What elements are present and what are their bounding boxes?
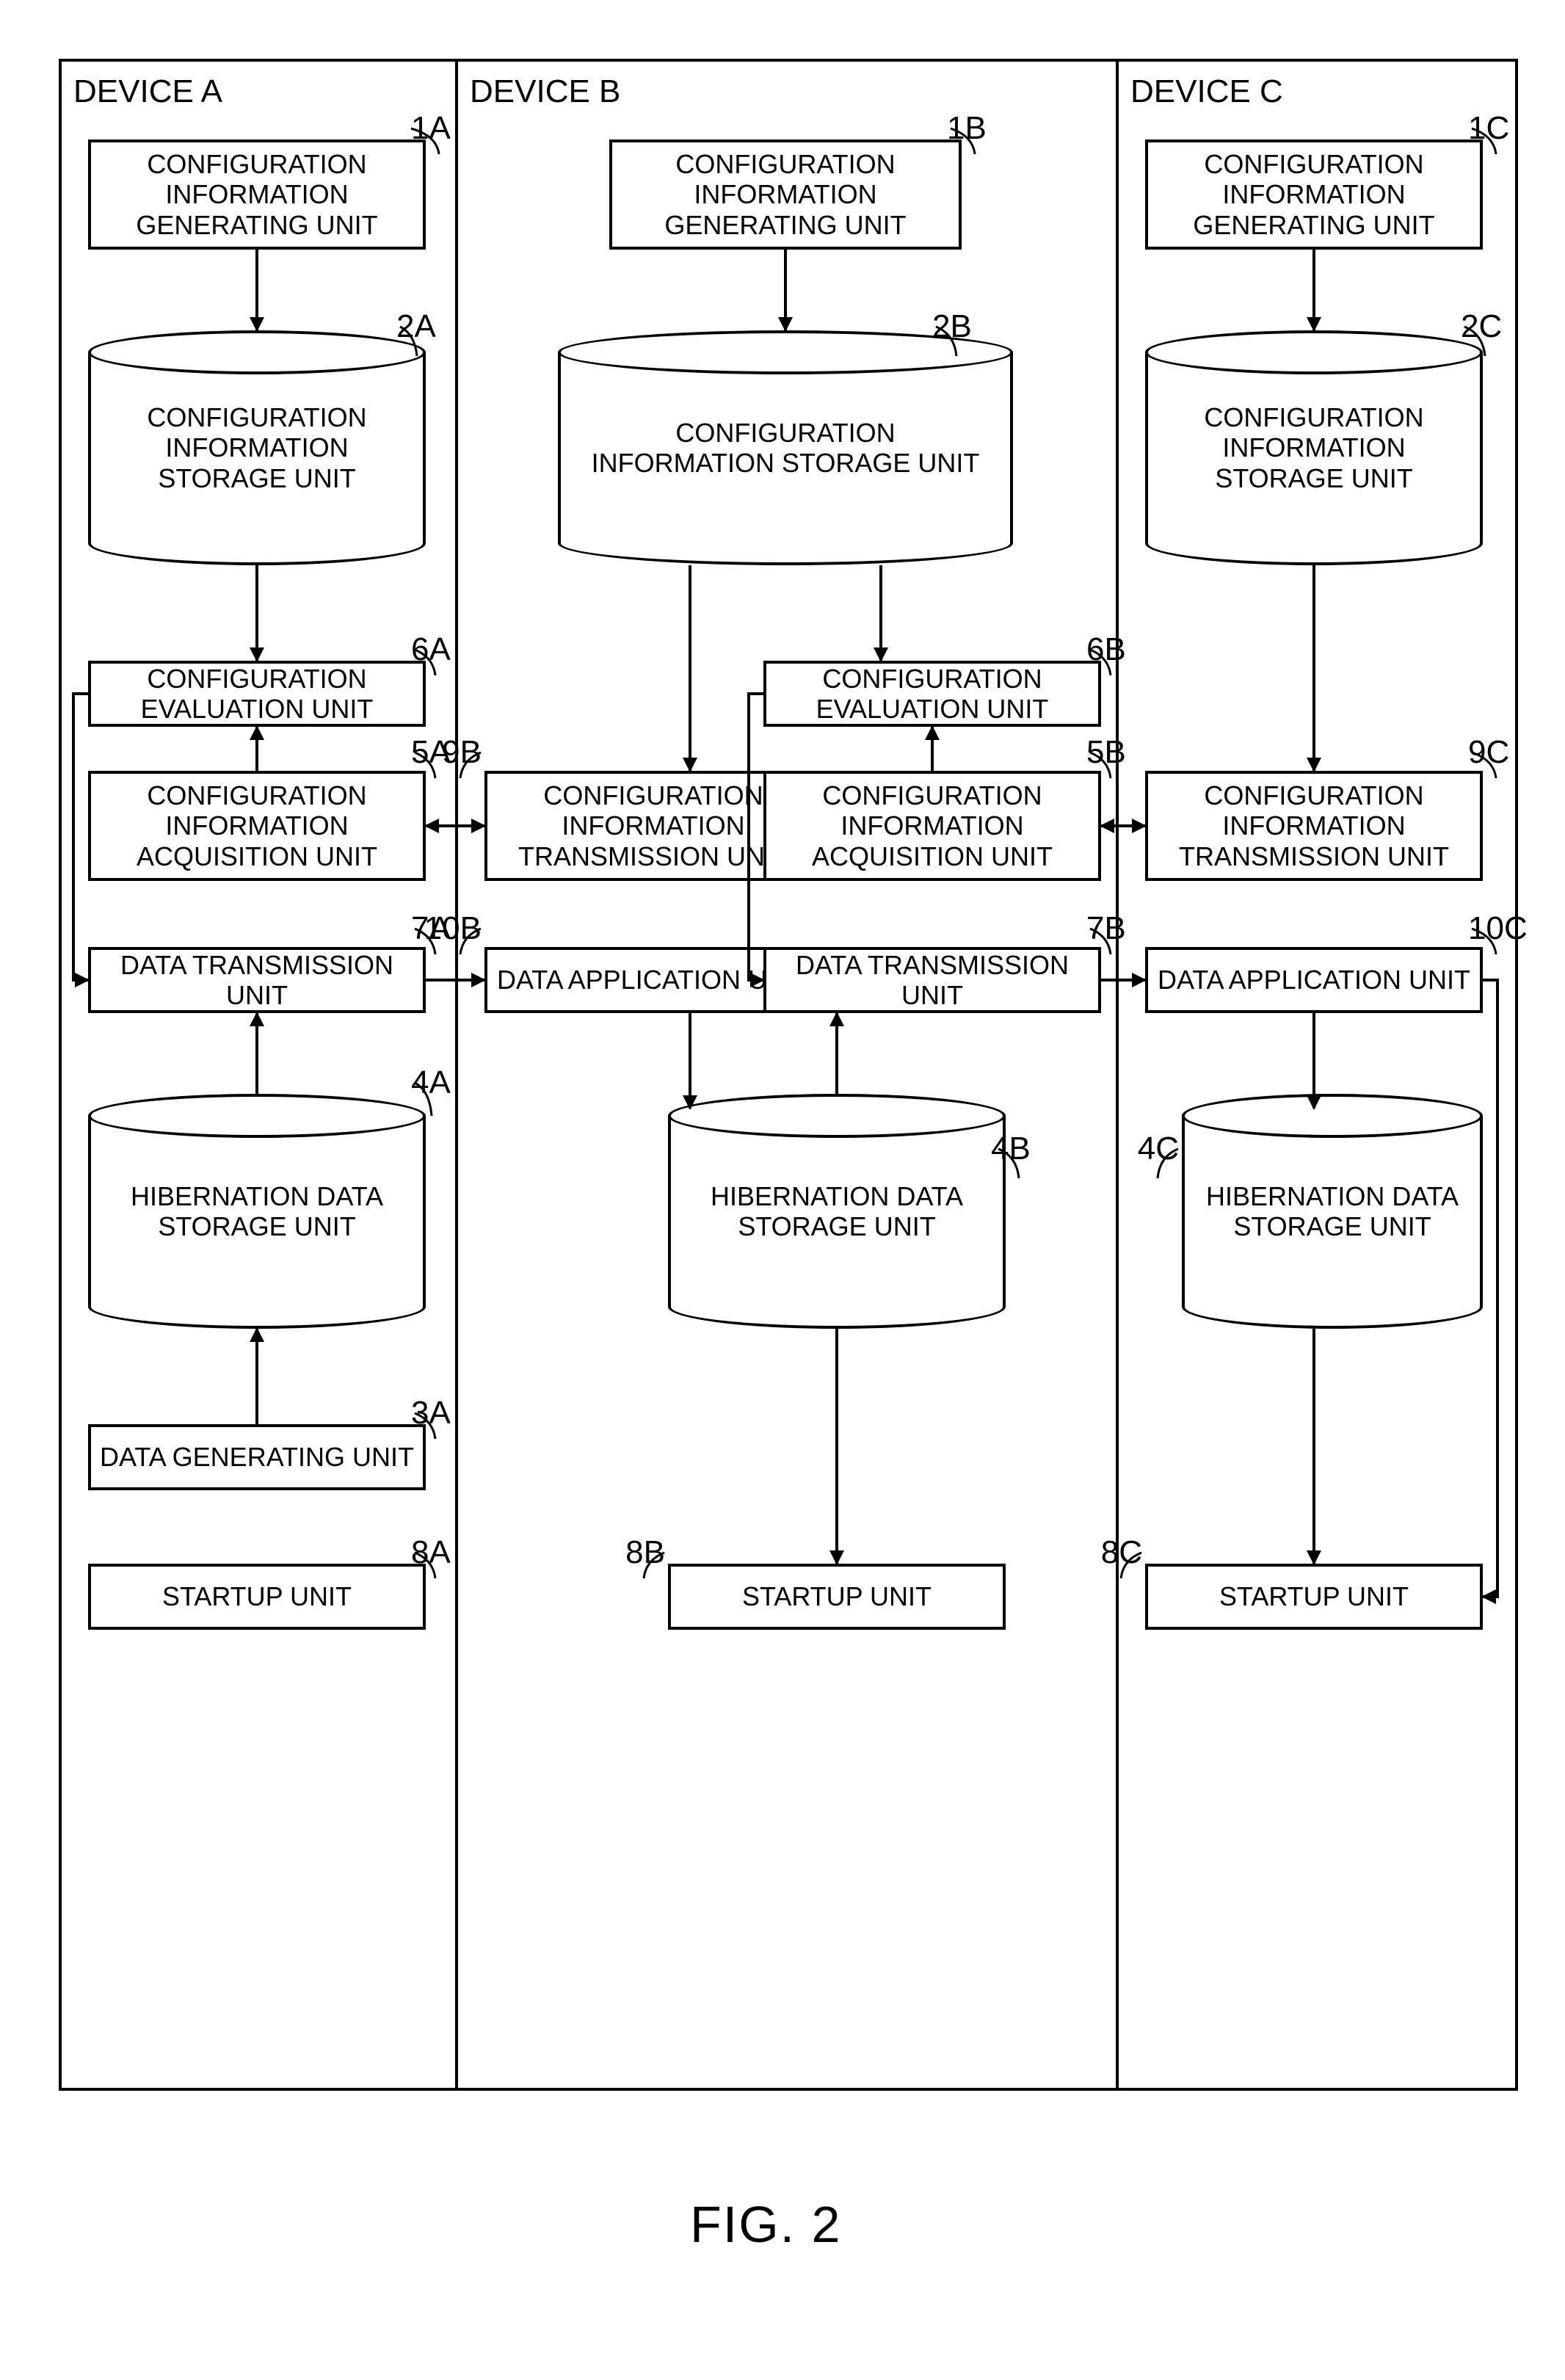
cylinder-label-a4: HIBERNATION DATASTORAGE UNIT xyxy=(88,1116,426,1307)
figure-label: FIG. 2 xyxy=(690,2195,841,2254)
ref-c1: 1C xyxy=(1468,110,1509,147)
ref-b4: 4B xyxy=(991,1131,1031,1167)
cylinder-label-b2: CONFIGURATIONINFORMATION STORAGE UNIT xyxy=(558,352,1013,543)
ref-a6: 6A xyxy=(411,631,451,668)
block-c8: STARTUP UNIT xyxy=(1145,1564,1483,1630)
ref-a4: 4A xyxy=(411,1064,451,1101)
block-c1: CONFIGURATION INFORMATIONGENERATING UNIT xyxy=(1145,139,1483,250)
block-b5: CONFIGURATION INFORMATIONACQUISITION UNI… xyxy=(763,771,1101,881)
block-a8: STARTUP UNIT xyxy=(88,1564,426,1630)
cylinder-a2: CONFIGURATIONINFORMATION STORAGE UNIT xyxy=(88,330,426,565)
ref-c4: 4C xyxy=(1138,1131,1179,1167)
block-a5: CONFIGURATION INFORMATIONACQUISITION UNI… xyxy=(88,771,426,881)
ref-b1: 1B xyxy=(947,110,987,147)
ref-c2: 2C xyxy=(1461,308,1502,345)
cylinder-a4: HIBERNATION DATASTORAGE UNIT xyxy=(88,1094,426,1329)
ref-b5: 5B xyxy=(1086,734,1126,771)
device-label-b: DEVICE B xyxy=(470,73,620,110)
block-c10: DATA APPLICATION UNIT xyxy=(1145,947,1483,1013)
ref-c10: 10C xyxy=(1468,910,1528,947)
ref-c9: 9C xyxy=(1468,734,1509,771)
ref-b9: 9B xyxy=(442,734,482,771)
ref-a2: 2A xyxy=(396,308,436,345)
ref-a8: 8A xyxy=(411,1534,451,1571)
ref-b7: 7B xyxy=(1086,910,1126,947)
device-label-a: DEVICE A xyxy=(73,73,222,110)
ref-a3: 3A xyxy=(411,1395,451,1432)
cylinder-c2: CONFIGURATIONINFORMATION STORAGE UNIT xyxy=(1145,330,1483,565)
device-label-c: DEVICE C xyxy=(1130,73,1283,110)
ref-a1: 1A xyxy=(411,110,451,147)
ref-b2: 2B xyxy=(932,308,972,345)
cylinder-label-b4: HIBERNATION DATASTORAGE UNIT xyxy=(668,1116,1006,1307)
cylinder-label-c4: HIBERNATION DATASTORAGE UNIT xyxy=(1182,1116,1483,1307)
cylinder-label-c2: CONFIGURATIONINFORMATION STORAGE UNIT xyxy=(1145,352,1483,543)
block-a7: DATA TRANSMISSION UNIT xyxy=(88,947,426,1013)
ref-c8: 8C xyxy=(1101,1534,1142,1571)
ref-b6: 6B xyxy=(1086,631,1126,668)
block-b1: CONFIGURATION INFORMATIONGENERATING UNIT xyxy=(609,139,962,250)
cylinder-b2: CONFIGURATIONINFORMATION STORAGE UNIT xyxy=(558,330,1013,565)
ref-b10: 10B xyxy=(424,910,482,947)
block-b8: STARTUP UNIT xyxy=(668,1564,1006,1630)
cylinder-b4: HIBERNATION DATASTORAGE UNIT xyxy=(668,1094,1006,1329)
block-c9: CONFIGURATION INFORMATIONTRANSMISSION UN… xyxy=(1145,771,1483,881)
cylinder-c4: HIBERNATION DATASTORAGE UNIT xyxy=(1182,1094,1483,1329)
block-b6: CONFIGURATION EVALUATION UNIT xyxy=(763,661,1101,727)
block-b7: DATA TRANSMISSION UNIT xyxy=(763,947,1101,1013)
block-a3: DATA GENERATING UNIT xyxy=(88,1424,426,1490)
ref-b8: 8B xyxy=(625,1534,665,1571)
cylinder-label-a2: CONFIGURATIONINFORMATION STORAGE UNIT xyxy=(88,352,426,543)
block-a6: CONFIGURATION EVALUATION UNIT xyxy=(88,661,426,727)
block-a1: CONFIGURATION INFORMATIONGENERATING UNIT xyxy=(88,139,426,250)
